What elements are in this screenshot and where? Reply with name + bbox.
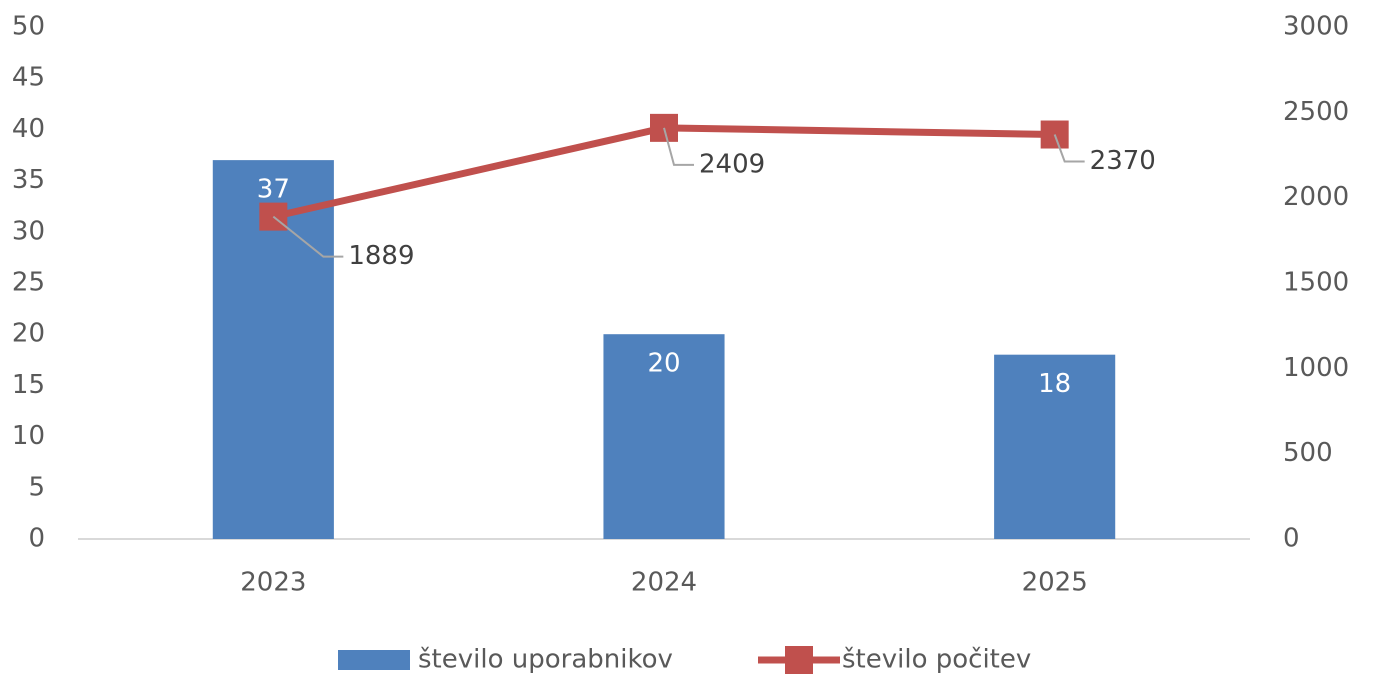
y2-tick-label: 1500: [1283, 268, 1349, 298]
line-value-label: 1889: [348, 241, 414, 271]
y2-tick-label: 3000: [1283, 12, 1349, 42]
y2-tick-label: 0: [1283, 524, 1300, 554]
y-tick-label: 40: [12, 114, 45, 144]
legend-label: število uporabnikov: [418, 645, 673, 675]
x-tick-label: 2023: [240, 568, 306, 598]
y-tick-label: 20: [12, 319, 45, 349]
y2-tick-label: 500: [1283, 438, 1333, 468]
y-tick-label: 25: [12, 268, 45, 298]
legend-swatch: [785, 646, 813, 674]
y-tick-label: 5: [28, 472, 45, 502]
leader-line: [663, 127, 694, 166]
y-tick-label: 50: [12, 12, 45, 42]
line-value-label: 2409: [699, 149, 765, 179]
y2-tick-label: 1000: [1283, 353, 1349, 383]
bar: [994, 354, 1116, 539]
y-tick-label: 30: [12, 216, 45, 246]
leader-line: [272, 215, 344, 258]
y2-tick-label: 2000: [1283, 182, 1349, 212]
marker: [1040, 120, 1069, 149]
x-tick-label: 2025: [1022, 568, 1088, 598]
y-tick-label: 15: [12, 370, 45, 400]
bar-value-label: 20: [647, 349, 680, 379]
legend-swatch: [338, 650, 410, 670]
legend-label: število počitev: [842, 645, 1031, 675]
bar: [603, 334, 725, 539]
y-tick-label: 0: [28, 524, 45, 554]
leader-line: [1053, 134, 1085, 163]
x-tick-label: 2024: [631, 568, 697, 598]
y2-tick-label: 2500: [1283, 97, 1349, 127]
y-tick-label: 45: [12, 63, 45, 93]
y-tick-label: 10: [12, 421, 45, 451]
bar-value-label: 37: [257, 175, 290, 205]
bar-value-label: 18: [1038, 369, 1071, 399]
y-tick-label: 35: [12, 165, 45, 195]
line-value-label: 2370: [1090, 146, 1156, 176]
